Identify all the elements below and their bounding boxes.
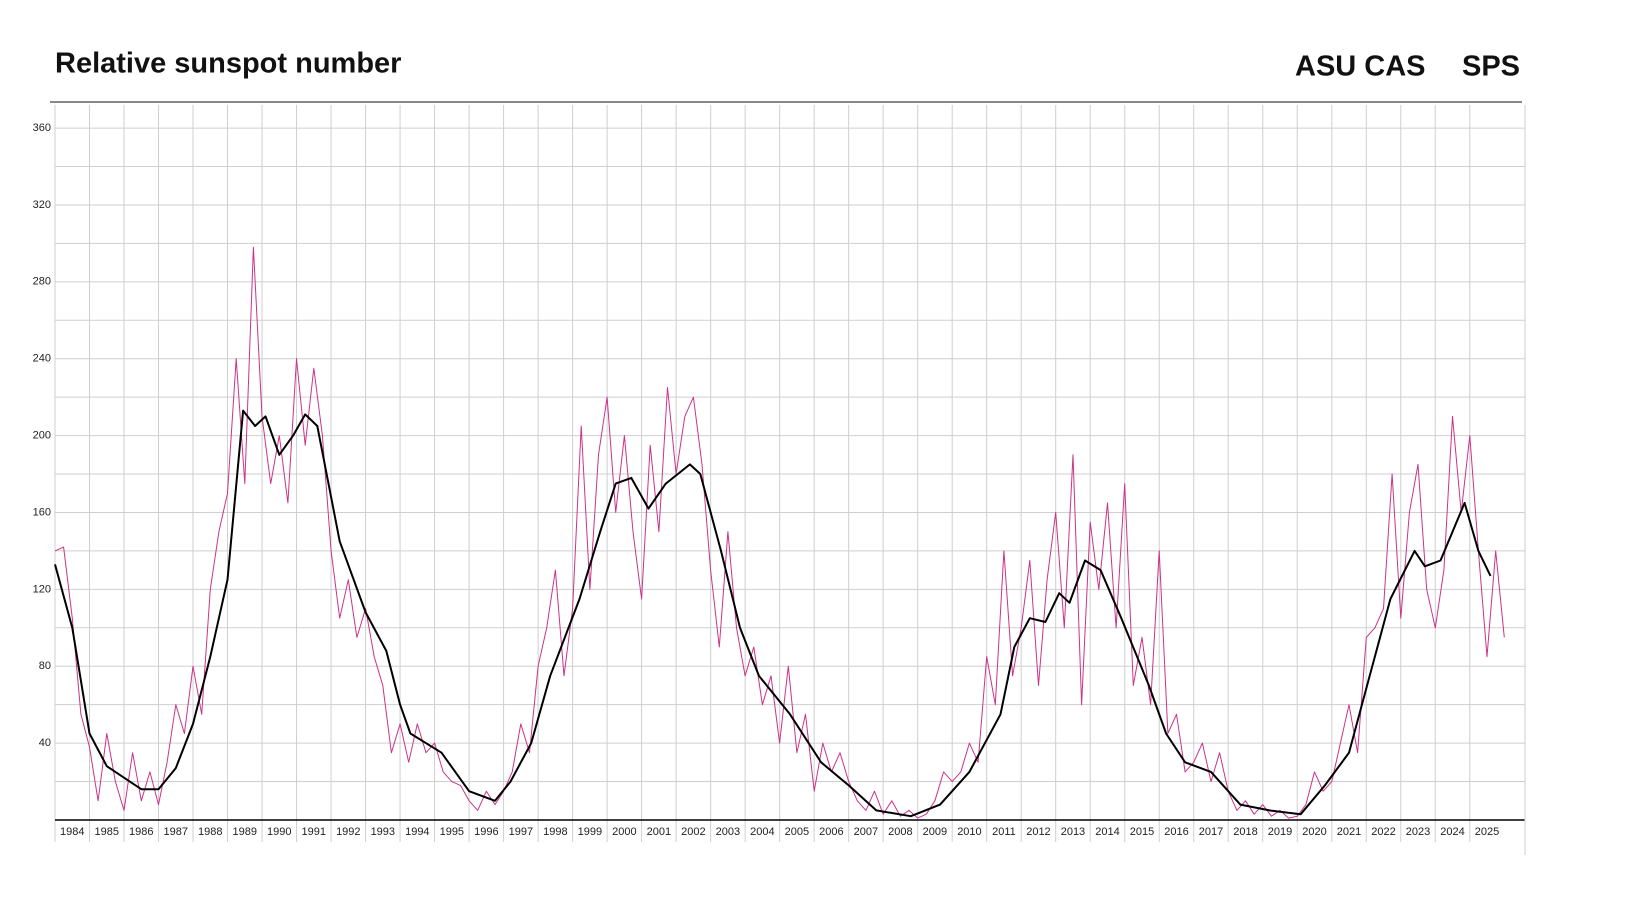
x-tick-label: 2013: [1061, 826, 1085, 838]
series-line: [54, 246, 1505, 819]
x-tick-label: 1999: [578, 826, 602, 838]
x-tick-label: 1998: [543, 826, 567, 838]
x-tick-label: 2017: [1199, 826, 1223, 838]
x-tick-label: 1985: [95, 826, 119, 838]
y-tick-label: 360: [33, 122, 51, 134]
x-tick-label: 2011: [992, 826, 1016, 838]
x-tick-label: 2023: [1406, 826, 1430, 838]
x-tick-label: 1992: [336, 826, 360, 838]
x-tick-label: 2012: [1026, 826, 1050, 838]
series-line: [54, 409, 1492, 818]
x-tick-label: 1988: [198, 826, 222, 838]
x-tick-label: 1993: [371, 826, 395, 838]
x-tick-label: 2022: [1371, 826, 1395, 838]
x-tick-label: 2002: [681, 826, 705, 838]
x-tick-label: 2007: [854, 826, 878, 838]
x-tick-label: 2025: [1475, 826, 1499, 838]
x-tick-label: 2009: [923, 826, 947, 838]
y-tick-label: 280: [33, 276, 51, 288]
y-tick-label: 320: [33, 199, 51, 211]
y-tick-label: 240: [33, 353, 51, 365]
x-tick-label: 2004: [750, 826, 774, 838]
x-tick-label: 1989: [233, 826, 257, 838]
x-tick-label: 1984: [60, 826, 84, 838]
y-tick-label: 120: [33, 583, 51, 595]
x-tick-label: 2021: [1337, 826, 1361, 838]
x-tick-label: 1995: [440, 826, 464, 838]
x-tick-label: 1994: [405, 826, 429, 838]
x-tick-label: 2016: [1164, 826, 1188, 838]
x-tick-label: 1997: [509, 826, 533, 838]
org-label: SPS: [1462, 51, 1520, 83]
x-tick-label: 2015: [1130, 826, 1154, 838]
org-label: ASU CAS: [1295, 51, 1426, 83]
x-tick-label: 2005: [785, 826, 809, 838]
x-tick-label: 2020: [1302, 826, 1326, 838]
x-tick-label: 1990: [267, 826, 291, 838]
y-tick-label: 80: [39, 660, 51, 672]
x-tick-label: 2003: [716, 826, 740, 838]
x-tick-label: 2006: [819, 826, 843, 838]
x-tick-label: 1986: [129, 826, 153, 838]
chart-title: Relative sunspot number: [55, 48, 401, 80]
x-tick-label: 2018: [1233, 826, 1257, 838]
y-tick-label: 160: [33, 506, 51, 518]
x-tick-label: 2019: [1268, 826, 1292, 838]
x-tick-label: 2000: [612, 826, 636, 838]
x-tick-label: 2014: [1095, 826, 1119, 838]
x-tick-label: 2008: [888, 826, 912, 838]
x-tick-label: 2010: [957, 826, 981, 838]
x-tick-label: 1996: [474, 826, 498, 838]
x-tick-label: 1991: [302, 826, 326, 838]
x-tick-label: 1987: [164, 826, 188, 838]
x-tick-label: 2024: [1440, 826, 1464, 838]
y-tick-label: 40: [39, 737, 51, 749]
y-tick-label: 200: [33, 429, 51, 441]
x-tick-label: 2001: [647, 826, 671, 838]
